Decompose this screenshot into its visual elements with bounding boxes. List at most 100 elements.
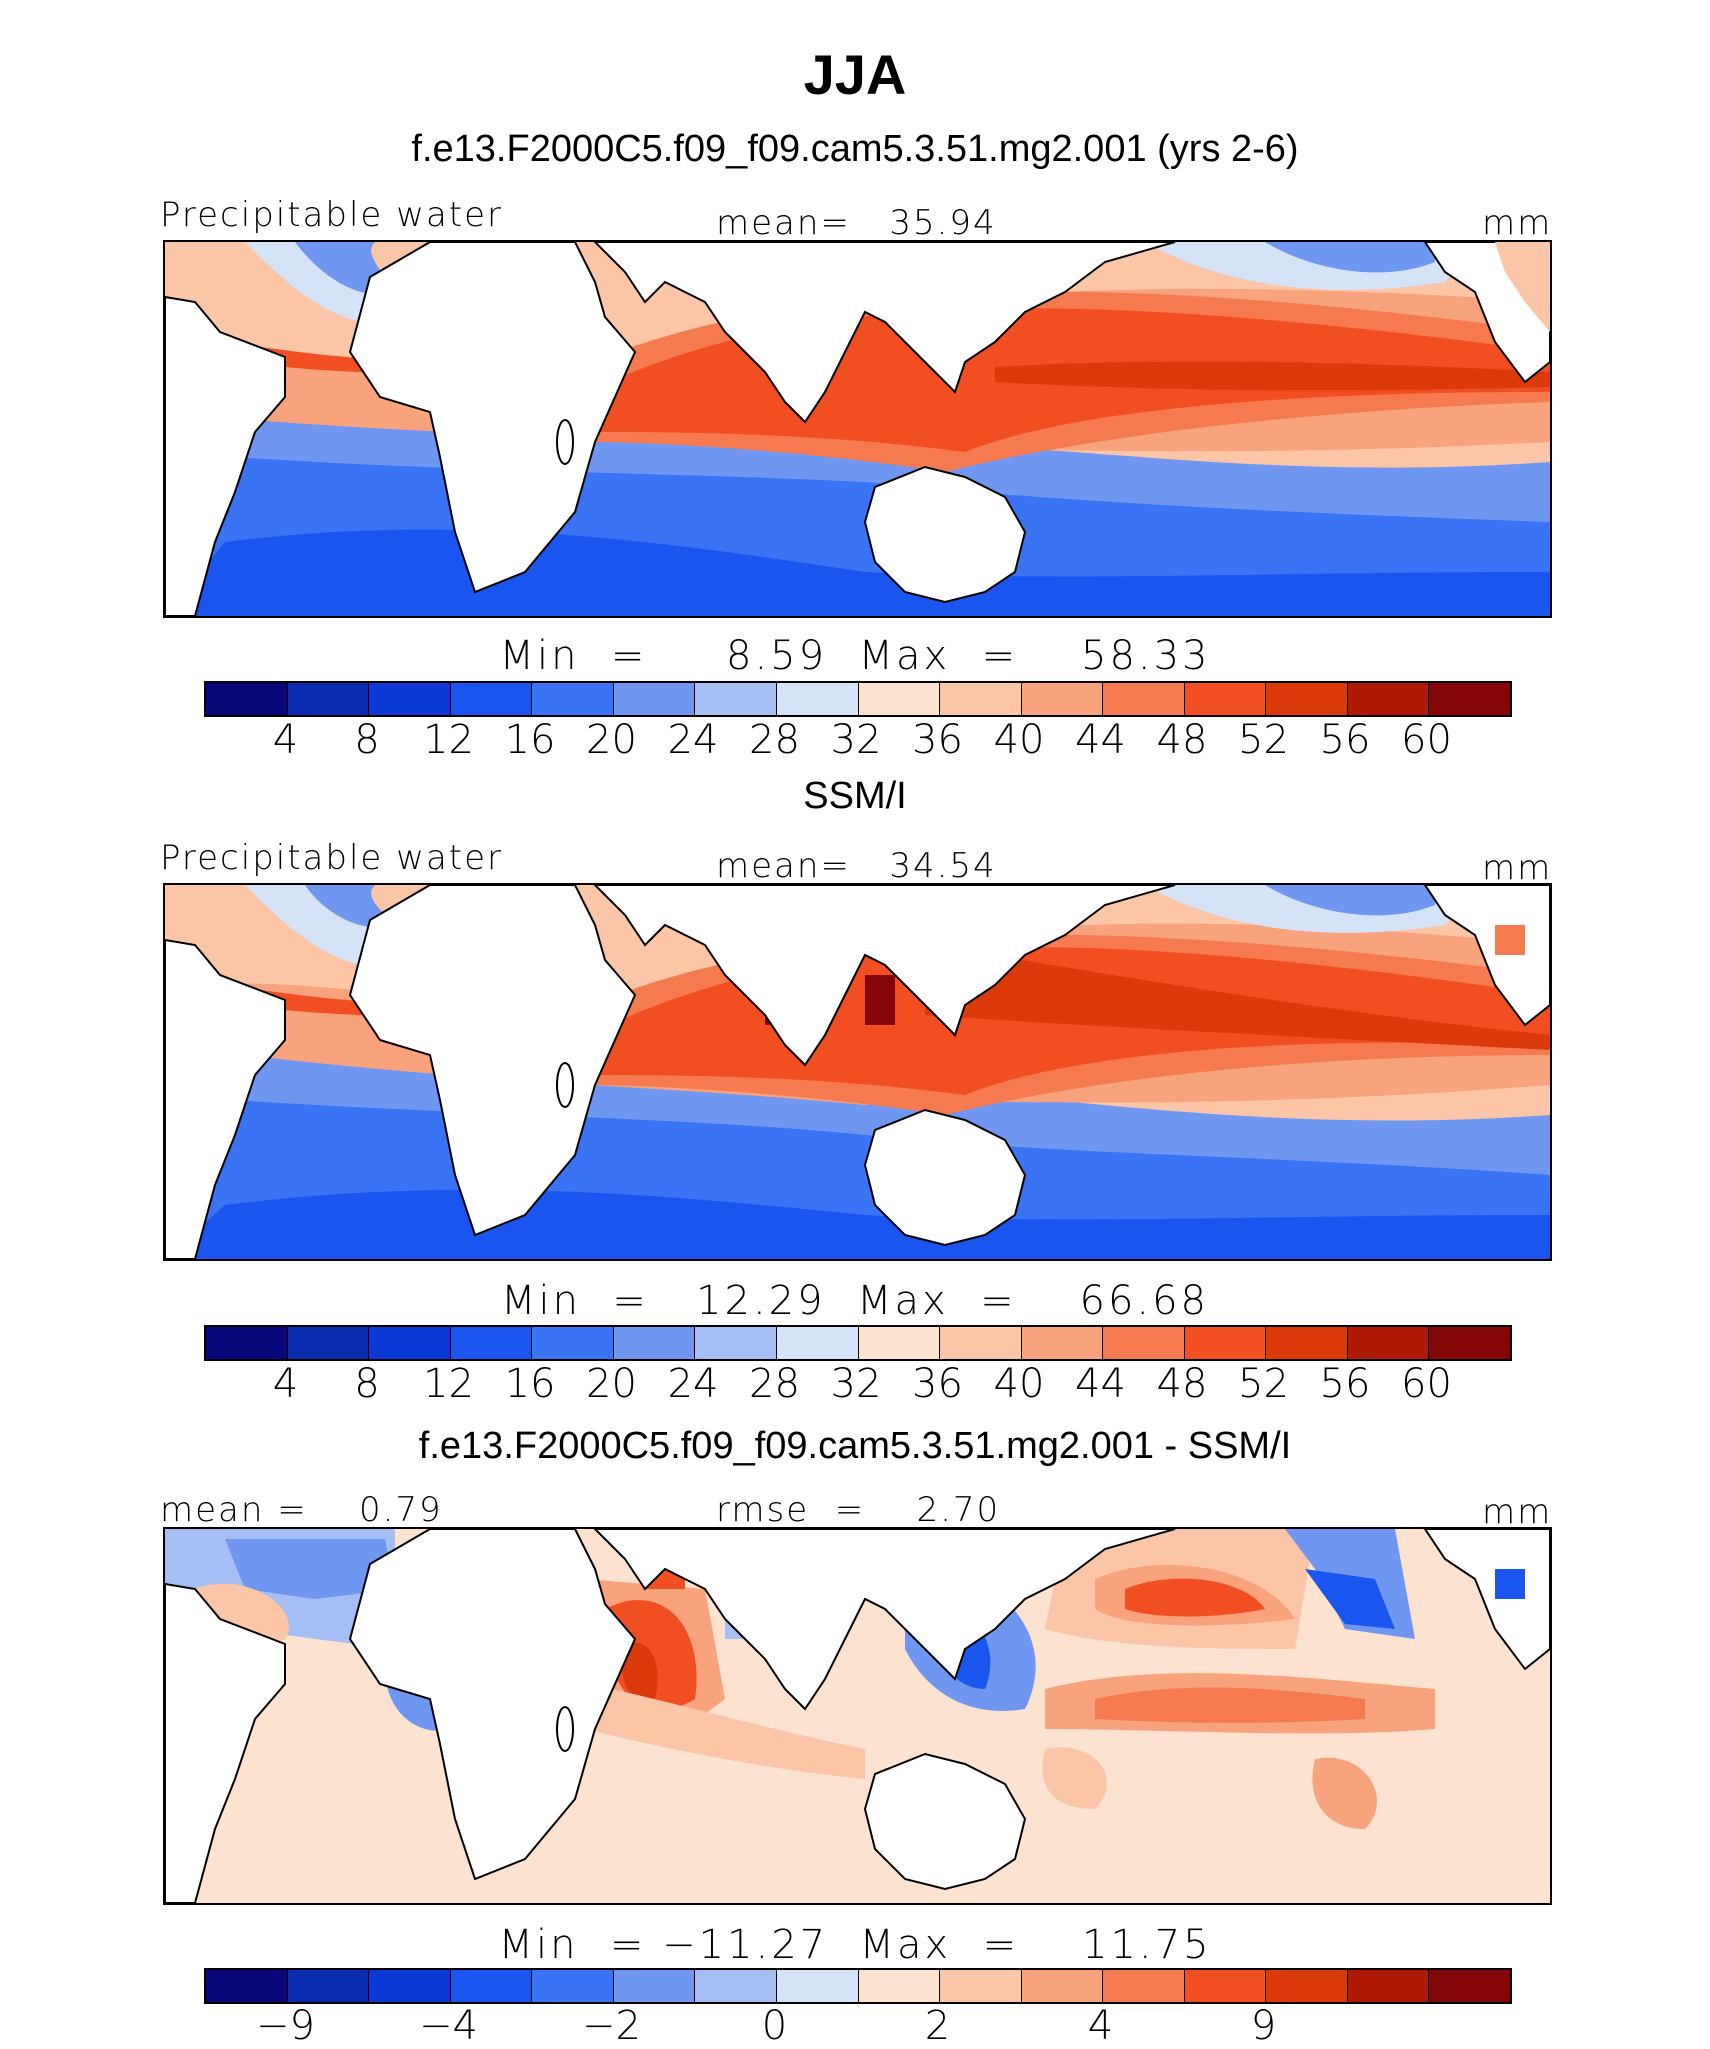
panel-3-rmse-label: rmse = 2.70 (716, 1490, 1001, 1530)
colorbar-swatch (1184, 683, 1267, 715)
colorbar-tick-label: 12 (423, 717, 474, 763)
colorbar-tick-label: 2 (924, 2003, 951, 2049)
colorbar-swatch (695, 1970, 777, 2002)
colorbar-swatch (532, 683, 614, 715)
colorbar-tick-label: 56 (1319, 717, 1371, 763)
colorbar-tick-label: 40 (993, 1361, 1045, 1407)
colorbar-swatch (1429, 1970, 1510, 2002)
figure-title: JJA (803, 43, 907, 106)
colorbar-swatch (776, 1970, 859, 2002)
colorbar-swatch (1103, 1970, 1185, 2002)
colorbar-swatch (1021, 683, 1104, 715)
colorbar-swatch (287, 1327, 370, 1359)
colorbar-tick-label: 4 (1087, 2003, 1114, 2049)
colorbar-tick-label: 8 (354, 1361, 380, 1407)
colorbar-swatch (858, 1970, 941, 2002)
colorbar-swatch (1184, 1327, 1267, 1359)
colorbar-tick-label: 20 (586, 1361, 637, 1407)
colorbar-tick-label: 60 (1401, 717, 1452, 763)
panel-2-title: SSM/I (803, 775, 907, 817)
panel-3-colorbar-ticks: −9 −4 −2 0 2 4 9 (0, 2003, 1710, 2049)
colorbar-swatch (613, 1970, 696, 2002)
colorbar-tick-label: 32 (830, 1361, 882, 1407)
colorbar-tick-label: 4 (272, 717, 299, 763)
colorbar-swatch (369, 683, 451, 715)
colorbar-tick-label: 60 (1401, 1361, 1452, 1407)
colorbar-swatch (1347, 1327, 1430, 1359)
panel-3-minmax: Min = −11.27 Max = 11.75 (498, 1922, 1212, 1968)
colorbar-swatch (776, 1327, 859, 1359)
colorbar-tick-label: 52 (1238, 717, 1289, 763)
colorbar-tick-label: 16 (504, 717, 556, 763)
colorbar-swatch (1266, 1327, 1348, 1359)
colorbar-tick-label: 52 (1238, 1361, 1289, 1407)
colorbar-swatch (858, 1327, 941, 1359)
panel-1-variable-label: Precipitable water (160, 195, 504, 235)
panel-2-mean-label: mean= 34.54 (716, 846, 997, 886)
colorbar-swatch (369, 1327, 451, 1359)
colorbar-swatch (776, 683, 859, 715)
colorbar-swatch (940, 1970, 1022, 2002)
colorbar-tick-label: 36 (912, 1361, 963, 1407)
colorbar-tick-label: 8 (354, 717, 380, 763)
colorbar-swatch (1184, 1970, 1267, 2002)
colorbar-swatch (450, 683, 533, 715)
colorbar-swatch (1347, 683, 1430, 715)
colorbar-tick-label: 24 (667, 1361, 719, 1407)
colorbar-swatch (450, 1970, 533, 2002)
colorbar-tick-label: 48 (1156, 1361, 1208, 1407)
panel-2-colorbar (204, 1325, 1512, 1361)
colorbar-tick-label: −4 (419, 2003, 478, 2049)
panel-2-colorbar-ticks: 4 8 12 16 20 24 28 32 36 40 44 48 52 56 60 (0, 1361, 1710, 1411)
colorbar-swatch (858, 683, 941, 715)
colorbar-swatch (532, 1327, 614, 1359)
colorbar-tick-label: 24 (667, 717, 719, 763)
panel-1-mean-label: mean= 35.94 (716, 203, 997, 243)
panel-1-map (163, 240, 1552, 618)
panel-2-variable-label: Precipitable water (160, 838, 504, 878)
colorbar-tick-label: 20 (586, 717, 637, 763)
colorbar-swatch (613, 1327, 696, 1359)
panel-3-map (163, 1527, 1552, 1905)
colorbar-tick-label: −2 (582, 2003, 641, 2049)
panel-1-units-label: mm (1482, 203, 1553, 243)
colorbar-tick-label: −9 (256, 2003, 315, 2049)
colorbar-swatch (940, 1327, 1022, 1359)
colorbar-tick-label: 28 (749, 717, 800, 763)
colorbar-tick-label: 48 (1156, 717, 1208, 763)
colorbar-swatch (695, 683, 777, 715)
colorbar-swatch (1021, 1970, 1104, 2002)
panel-1-colorbar (204, 681, 1512, 717)
colorbar-swatch (1103, 1327, 1185, 1359)
colorbar-swatch (1429, 1327, 1510, 1359)
panel-3-units-label: mm (1482, 1492, 1553, 1532)
colorbar-swatch (1103, 683, 1185, 715)
panel-1-colorbar-ticks: 4 8 12 16 20 24 28 32 36 40 44 48 52 56 60 (0, 717, 1710, 767)
panel-3-title: f.e13.F2000C5.f09_f09.cam5.3.51.mg2.001 … (418, 1425, 1292, 1467)
colorbar-swatch (369, 1970, 451, 2002)
colorbar-swatch (532, 1970, 614, 2002)
colorbar-swatch (1347, 1970, 1430, 2002)
colorbar-tick-label: 44 (1075, 717, 1126, 763)
colorbar-swatch (206, 1970, 288, 2002)
colorbar-tick-label: 0 (761, 2003, 788, 2049)
colorbar-tick-label: 16 (504, 1361, 556, 1407)
panel-2-map (163, 883, 1552, 1261)
colorbar-swatch (1021, 1327, 1104, 1359)
colorbar-swatch (206, 683, 288, 715)
colorbar-swatch (1266, 1970, 1348, 2002)
colorbar-tick-label: 4 (272, 1361, 299, 1407)
panel-3-colorbar (204, 1968, 1512, 2004)
panel-1-title: f.e13.F2000C5.f09_f09.cam5.3.51.mg2.001 … (411, 128, 1299, 170)
colorbar-tick-label: 56 (1319, 1361, 1371, 1407)
colorbar-tick-label: 9 (1250, 2003, 1277, 2049)
colorbar-swatch (206, 1327, 288, 1359)
colorbar-swatch (1266, 683, 1348, 715)
colorbar-swatch (450, 1327, 533, 1359)
colorbar-tick-label: 36 (912, 717, 963, 763)
colorbar-tick-label: 28 (749, 1361, 800, 1407)
panel-2-units-label: mm (1482, 848, 1553, 888)
panel-2-minmax: Min = 12.29 Max = 66.68 (500, 1278, 1210, 1324)
colorbar-tick-label: 40 (993, 717, 1045, 763)
colorbar-swatch (613, 683, 696, 715)
